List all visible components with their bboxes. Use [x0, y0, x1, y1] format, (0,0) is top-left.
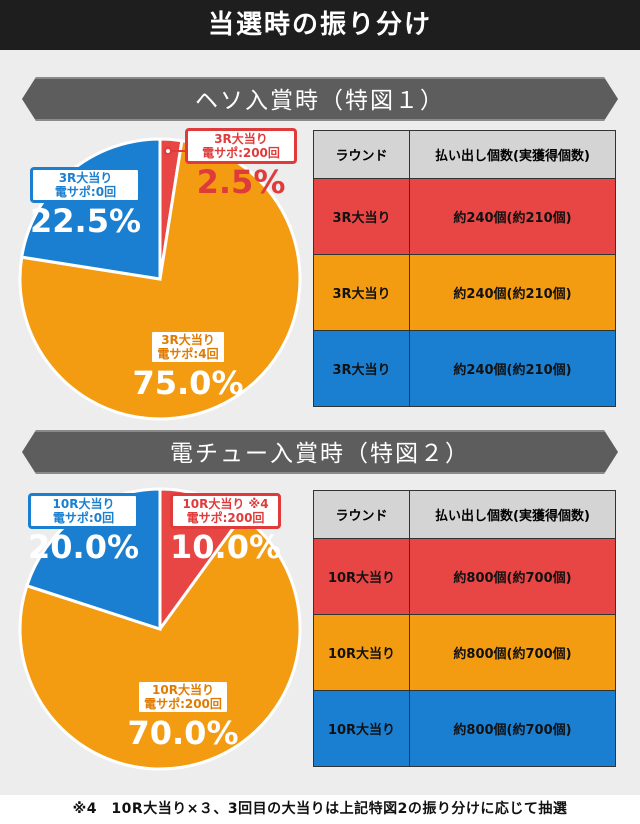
table-cell-round: 10R大当り: [313, 690, 410, 767]
table-cell-payout: 約800個(約700個): [409, 538, 616, 615]
pie-chart-2: 10R大当り 電サポ:0回 20.0% 10R大当り ※4 電サポ:200回 1…: [18, 487, 302, 771]
table-cell-round: 10R大当り: [313, 614, 410, 691]
table-row: 3R大当り 約240個(約210個): [313, 254, 616, 331]
table-row: 10R大当り 約800個(約700個): [313, 538, 616, 615]
footnote: ※4 10R大当り×３、3回目の大当りは上記特図2の振り分けに応じて抽選: [72, 801, 568, 817]
pie-chart-1: 3R大当り 電サポ:0回 22.5% 3R大当り 電サポ:4回 75.0%: [18, 137, 302, 421]
table-cell-round: 3R大当り: [313, 178, 410, 255]
section-2-heading: 電チュー入賞時（特図２）: [22, 430, 618, 474]
table-cell-payout: 約800個(約700個): [409, 614, 616, 691]
page-title: 当選時の振り分け: [0, 0, 640, 50]
table-row: 10R大当り 約800個(約700個): [313, 614, 616, 691]
pie1-pct-red: 2.5%: [196, 163, 286, 201]
pie2-label-orange: 10R大当り 電サポ:200回 70.0%: [98, 679, 268, 751]
table-2-header-payout: 払い出し個数(実獲得個数): [409, 490, 616, 539]
table-cell-round: 3R大当り: [313, 254, 410, 331]
pie2-label-red: 10R大当り ※4 電サポ:200回 10.0%: [170, 493, 282, 566]
pie2-label-blue: 10R大当り 電サポ:0回 20.0%: [28, 493, 140, 566]
table-cell-round: 3R大当り: [313, 330, 410, 407]
table-1: ラウンド 払い出し個数(実獲得個数) 3R大当り 約240個(約210個) 3R…: [313, 130, 616, 407]
pie1-label-orange: 3R大当り 電サポ:4回 75.0%: [108, 329, 268, 401]
pie1-pct-blue: 22.5%: [30, 202, 142, 240]
table-2-header-round: ラウンド: [313, 490, 410, 539]
pie2-pct-blue: 20.0%: [28, 528, 140, 566]
pie2-pct-red: 10.0%: [170, 528, 282, 566]
table-1-header-payout: 払い出し個数(実獲得個数): [409, 130, 616, 179]
table-cell-payout: 約240個(約210個): [409, 254, 616, 331]
table-cell-payout: 約240個(約210個): [409, 178, 616, 255]
section-1-heading: ヘソ入賞時（特図１）: [22, 77, 618, 121]
pie2-slice-1: [18, 513, 302, 771]
table-row: 10R大当り 約800個(約700個): [313, 690, 616, 767]
pie1-pct-orange: 75.0%: [132, 364, 244, 402]
table-cell-payout: 約800個(約700個): [409, 690, 616, 767]
pie1-leader-line: [171, 150, 187, 152]
table-row: 3R大当り 約240個(約210個): [313, 330, 616, 407]
table-row: 3R大当り 約240個(約210個): [313, 178, 616, 255]
pie1-label-blue: 3R大当り 電サポ:0回 22.5%: [30, 167, 142, 240]
pie1-label-red: 3R大当り 電サポ:200回 2.5%: [185, 128, 297, 200]
table-1-header-round: ラウンド: [313, 130, 410, 179]
table-cell-round: 10R大当り: [313, 538, 410, 615]
table-cell-payout: 約240個(約210個): [409, 330, 616, 407]
table-2: ラウンド 払い出し個数(実獲得個数) 10R大当り 約800個(約700個) 1…: [313, 490, 616, 767]
pie2-pct-orange: 70.0%: [127, 714, 239, 752]
content-panel: ヘソ入賞時（特図１） 3R大当り 電サポ:0回 22.5% 3R大当り 電サポ:…: [0, 50, 640, 795]
